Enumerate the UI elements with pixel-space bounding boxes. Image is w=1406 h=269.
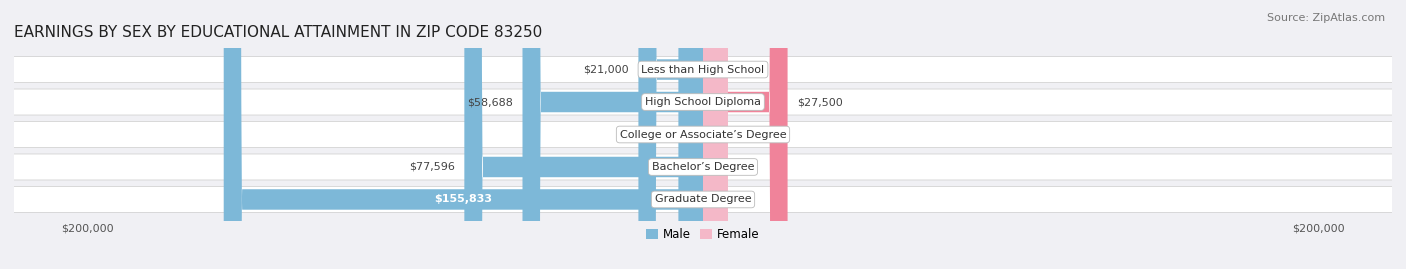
Text: Bachelor’s Degree: Bachelor’s Degree — [652, 162, 754, 172]
FancyBboxPatch shape — [703, 0, 787, 269]
FancyBboxPatch shape — [523, 0, 703, 269]
FancyBboxPatch shape — [703, 0, 728, 269]
Text: Less than High School: Less than High School — [641, 65, 765, 75]
Text: $0: $0 — [737, 129, 751, 140]
Text: Graduate Degree: Graduate Degree — [655, 194, 751, 204]
Text: EARNINGS BY SEX BY EDUCATIONAL ATTAINMENT IN ZIP CODE 83250: EARNINGS BY SEX BY EDUCATIONAL ATTAINMEN… — [14, 25, 543, 40]
FancyBboxPatch shape — [703, 0, 728, 269]
FancyBboxPatch shape — [678, 0, 703, 269]
FancyBboxPatch shape — [0, 89, 1406, 115]
FancyBboxPatch shape — [464, 0, 703, 269]
FancyBboxPatch shape — [0, 56, 1406, 83]
FancyBboxPatch shape — [638, 0, 703, 269]
Text: $27,500: $27,500 — [797, 97, 842, 107]
Text: $155,833: $155,833 — [434, 194, 492, 204]
Text: $0: $0 — [737, 162, 751, 172]
Text: $21,000: $21,000 — [583, 65, 630, 75]
Text: $0: $0 — [737, 194, 751, 204]
FancyBboxPatch shape — [0, 122, 1406, 147]
Text: $0: $0 — [673, 129, 688, 140]
Text: $77,596: $77,596 — [409, 162, 456, 172]
Text: High School Diploma: High School Diploma — [645, 97, 761, 107]
Text: College or Associate’s Degree: College or Associate’s Degree — [620, 129, 786, 140]
Legend: Male, Female: Male, Female — [641, 223, 765, 246]
FancyBboxPatch shape — [703, 0, 728, 269]
FancyBboxPatch shape — [0, 186, 1406, 213]
FancyBboxPatch shape — [224, 0, 703, 269]
FancyBboxPatch shape — [703, 0, 728, 269]
FancyBboxPatch shape — [0, 154, 1406, 180]
Text: Source: ZipAtlas.com: Source: ZipAtlas.com — [1267, 13, 1385, 23]
Text: $0: $0 — [737, 65, 751, 75]
Text: $58,688: $58,688 — [467, 97, 513, 107]
